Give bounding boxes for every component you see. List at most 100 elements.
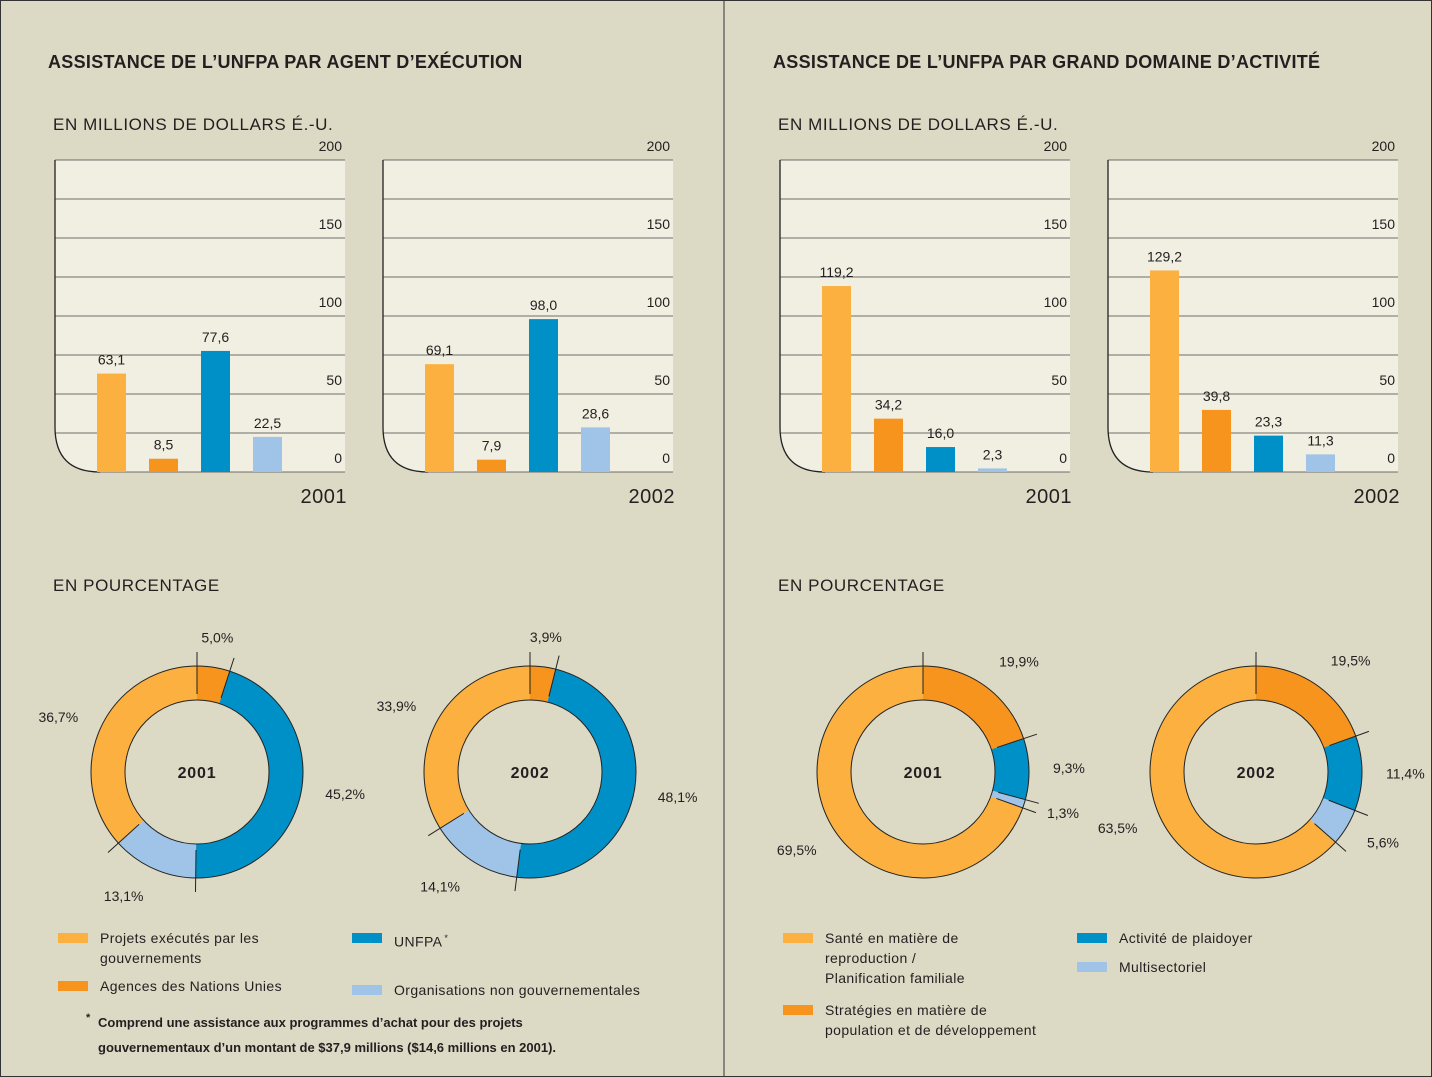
value-label: 19,9% bbox=[999, 654, 1039, 670]
legend-item: Multisectoriel bbox=[1077, 957, 1379, 977]
value-label: 2,3 bbox=[983, 446, 1003, 462]
y-tick-label: 50 bbox=[1379, 372, 1395, 388]
donut-segment bbox=[197, 666, 230, 704]
bar bbox=[874, 418, 903, 472]
legend-swatch bbox=[58, 981, 88, 991]
legend-item: Organisations non gouvernementales bbox=[352, 980, 694, 1000]
value-label: 45,2% bbox=[325, 786, 365, 802]
bar bbox=[1254, 435, 1283, 472]
legend-swatch bbox=[783, 1005, 813, 1015]
legend-label: Activité de plaidoyer bbox=[1119, 928, 1379, 948]
donut-center-label: 2002 bbox=[511, 765, 550, 782]
value-label: 36,7% bbox=[38, 709, 78, 725]
segment-divider bbox=[1329, 730, 1370, 747]
value-label: 34,2 bbox=[875, 397, 902, 413]
donut-center-label: 2001 bbox=[904, 765, 943, 782]
footnote: * Comprend une assistance aux programmes … bbox=[86, 1010, 638, 1060]
legend-item: Activité de plaidoyer bbox=[1077, 928, 1379, 948]
plot-frame bbox=[382, 160, 429, 473]
donut-segment bbox=[516, 669, 637, 879]
legend-name: UNFPA bbox=[394, 933, 443, 950]
value-label: 14,1% bbox=[420, 879, 460, 895]
value-label: 33,9% bbox=[377, 698, 417, 714]
legend-item: Stratégies en matière de population et d… bbox=[783, 1000, 1057, 1040]
chart-year: 2001 bbox=[1026, 486, 1073, 508]
legend-note-mark: * bbox=[444, 933, 449, 943]
bar bbox=[1202, 409, 1231, 472]
segment-divider bbox=[996, 797, 1037, 814]
donut-segment bbox=[991, 738, 1029, 800]
legend-name: Activité de plaidoyer bbox=[1119, 930, 1253, 946]
donut-hole bbox=[1183, 699, 1329, 845]
value-label: 8,5 bbox=[154, 437, 174, 453]
chart-year: 2002 bbox=[629, 486, 676, 508]
y-tick-label: 100 bbox=[647, 294, 671, 310]
y-tick-label: 150 bbox=[1044, 216, 1068, 232]
segment-divider bbox=[1328, 799, 1369, 816]
y-tick-label: 150 bbox=[319, 216, 343, 232]
donut-segment bbox=[424, 666, 530, 829]
subtitle-amounts: EN MILLIONS DE DOLLARS É.-U. bbox=[53, 115, 333, 134]
legend-swatch bbox=[58, 933, 88, 943]
plot-frame bbox=[779, 160, 826, 473]
y-tick-label: 200 bbox=[319, 138, 343, 154]
segment-divider bbox=[998, 791, 1039, 804]
plot-frame bbox=[1107, 160, 1154, 473]
bar bbox=[477, 459, 506, 472]
bar bbox=[97, 373, 126, 472]
value-label: 69,1 bbox=[426, 342, 453, 358]
segment-divider bbox=[194, 849, 197, 892]
value-label: 69,5% bbox=[777, 842, 817, 858]
value-label: 1,3% bbox=[1047, 805, 1079, 821]
value-label: 22,5 bbox=[254, 415, 281, 431]
legend-name: Stratégies en matière de population et d… bbox=[825, 1002, 1037, 1038]
y-tick-label: 150 bbox=[1372, 216, 1396, 232]
footnote-mark: * bbox=[86, 1012, 91, 1024]
legend-name: Organisations non gouvernementales bbox=[394, 981, 641, 998]
legend-item: Agences des Nations Unies bbox=[58, 976, 360, 996]
donut-segment bbox=[1256, 666, 1356, 748]
donut-segment bbox=[440, 810, 521, 878]
footnote-text: Comprend une assistance aux programmes d… bbox=[98, 1015, 557, 1055]
plot-frame bbox=[54, 160, 101, 473]
bar bbox=[253, 436, 282, 472]
value-label: 129,2 bbox=[1147, 248, 1182, 264]
legend-swatch bbox=[1077, 962, 1107, 972]
value-label: 9,3% bbox=[1053, 760, 1085, 776]
segment-divider bbox=[220, 657, 235, 698]
bar bbox=[149, 458, 178, 472]
bar bbox=[581, 427, 610, 472]
donut-segment bbox=[1149, 666, 1336, 878]
bar bbox=[978, 468, 1007, 472]
bar bbox=[822, 286, 851, 472]
value-label: 77,6 bbox=[202, 329, 229, 345]
chart-year: 2002 bbox=[1354, 486, 1401, 508]
donut-hole bbox=[124, 699, 270, 845]
value-label: 3,9% bbox=[530, 629, 562, 645]
legend-label: Organisations non gouvernementales bbox=[394, 980, 694, 1000]
donut-segment bbox=[923, 666, 1024, 750]
y-tick-label: 0 bbox=[334, 450, 342, 466]
segment-divider bbox=[514, 849, 521, 892]
donut-segment bbox=[990, 790, 1026, 808]
donut-segment bbox=[817, 666, 1023, 878]
y-tick-label: 100 bbox=[1372, 294, 1396, 310]
legend-label: Agences des Nations Unies bbox=[100, 976, 360, 996]
segment-divider bbox=[1314, 823, 1347, 852]
y-tick-label: 200 bbox=[1044, 138, 1068, 154]
donut-segment bbox=[1323, 736, 1362, 811]
value-label: 39,8 bbox=[1203, 388, 1230, 404]
y-tick-label: 0 bbox=[1387, 450, 1395, 466]
segment-divider bbox=[428, 812, 465, 837]
bar bbox=[1306, 454, 1335, 472]
bar bbox=[926, 447, 955, 472]
panel-title: ASSISTANCE DE L’UNFPA PAR AGENT D’EXÉCUT… bbox=[48, 51, 523, 72]
y-tick-label: 50 bbox=[326, 372, 342, 388]
y-tick-label: 50 bbox=[654, 372, 670, 388]
legend-swatch bbox=[352, 933, 382, 943]
value-label: 23,3 bbox=[1255, 414, 1282, 430]
donut-segment bbox=[91, 666, 197, 844]
value-label: 13,1% bbox=[104, 888, 144, 904]
